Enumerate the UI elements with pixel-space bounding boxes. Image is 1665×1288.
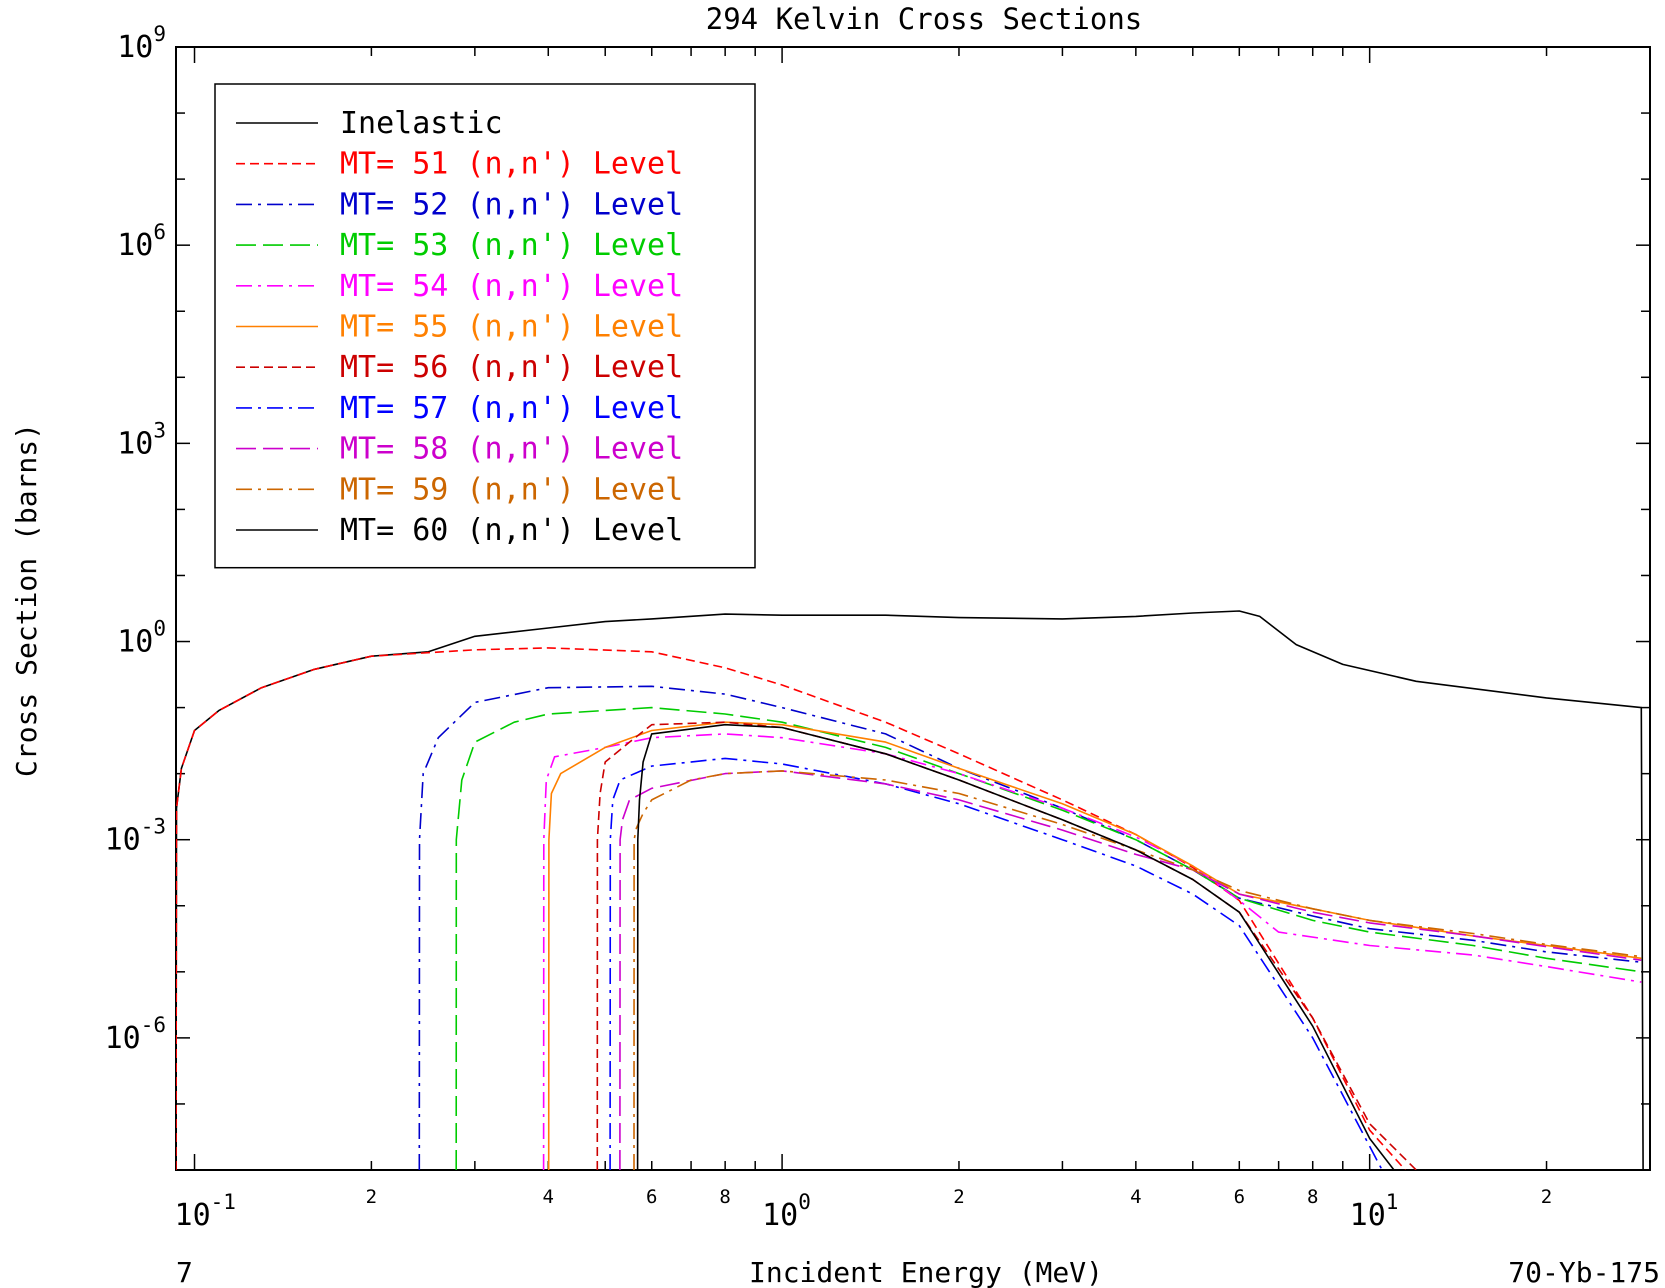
y-tick-label: 10-6 — [105, 1013, 166, 1056]
legend-entry: Inelastic — [340, 106, 503, 141]
legend-entry: MT= 60 (n,n') Level — [340, 513, 683, 548]
series-line-1 — [176, 647, 1406, 1170]
series-line-9 — [633, 770, 1642, 1170]
series-lines — [176, 610, 1644, 1170]
legend-entry: MT= 57 (n,n') Level — [340, 391, 683, 426]
legend-entry: MT= 54 (n,n') Level — [340, 269, 683, 304]
y-tick-label: 10-3 — [105, 815, 166, 858]
series-line-4 — [542, 733, 1642, 1170]
legend-entry: MT= 58 (n,n') Level — [340, 432, 683, 467]
x-tick-label: 100 — [762, 1190, 811, 1233]
series-line-10 — [636, 723, 1395, 1170]
y-axis-label: Cross Section (barns) — [10, 423, 43, 777]
x-tick-label: 101 — [1350, 1190, 1399, 1233]
series-line-8 — [619, 770, 1642, 1170]
x-minor-tick-label: 2 — [1541, 1186, 1552, 1208]
plot-frame — [175, 46, 1651, 1171]
series-line-7 — [609, 757, 1383, 1170]
legend-entry: MT= 51 (n,n') Level — [340, 147, 683, 182]
x-minor-tick-label: 6 — [646, 1186, 657, 1208]
x-tick-label: 10-1 — [175, 1190, 236, 1233]
y-tick-label: 103 — [117, 418, 166, 461]
x-minor-tick-label: 4 — [543, 1186, 554, 1208]
legend-entry: MT= 53 (n,n') Level — [340, 228, 683, 263]
y-tick-label: 109 — [117, 22, 166, 65]
axes: 109 106 103 100 10-3 10-6 10-1 100 101 2 4 6 8 2 4 6 8 2 — [105, 22, 1651, 1233]
legend-entry: MT= 52 (n,n') Level — [340, 187, 683, 222]
y-tick-label: 106 — [117, 220, 166, 263]
x-axis-label: Incident Energy (MeV) — [749, 1256, 1103, 1288]
legend-entry: MT= 55 (n,n') Level — [340, 310, 683, 345]
x-minor-tick-label: 8 — [719, 1186, 730, 1208]
x-minor-tick-label: 4 — [1130, 1186, 1141, 1208]
x-minor-tick-label: 8 — [1307, 1186, 1318, 1208]
y-tick-label: 100 — [117, 617, 166, 660]
corner-right-label: 70-Yb-175 — [1508, 1256, 1660, 1288]
x-minor-tick-label: 6 — [1234, 1186, 1245, 1208]
series-line-5 — [547, 721, 1642, 1170]
corner-left-label: 7 — [176, 1256, 193, 1288]
series-line-2 — [418, 685, 1642, 1170]
x-minor-tick-label: 2 — [366, 1186, 377, 1208]
series-line-3 — [455, 706, 1642, 1170]
x-minor-tick-label: 2 — [953, 1186, 964, 1208]
series-line-0 — [176, 610, 1644, 1170]
legend: Inelastic MT= 51 (n,n') Level MT= 52 (n,n'… — [214, 83, 756, 569]
legend-entry: MT= 59 (n,n') Level — [340, 472, 683, 507]
legend-entry: MT= 56 (n,n') Level — [340, 350, 683, 385]
chart-title: 294 Kelvin Cross Sections — [706, 2, 1143, 36]
